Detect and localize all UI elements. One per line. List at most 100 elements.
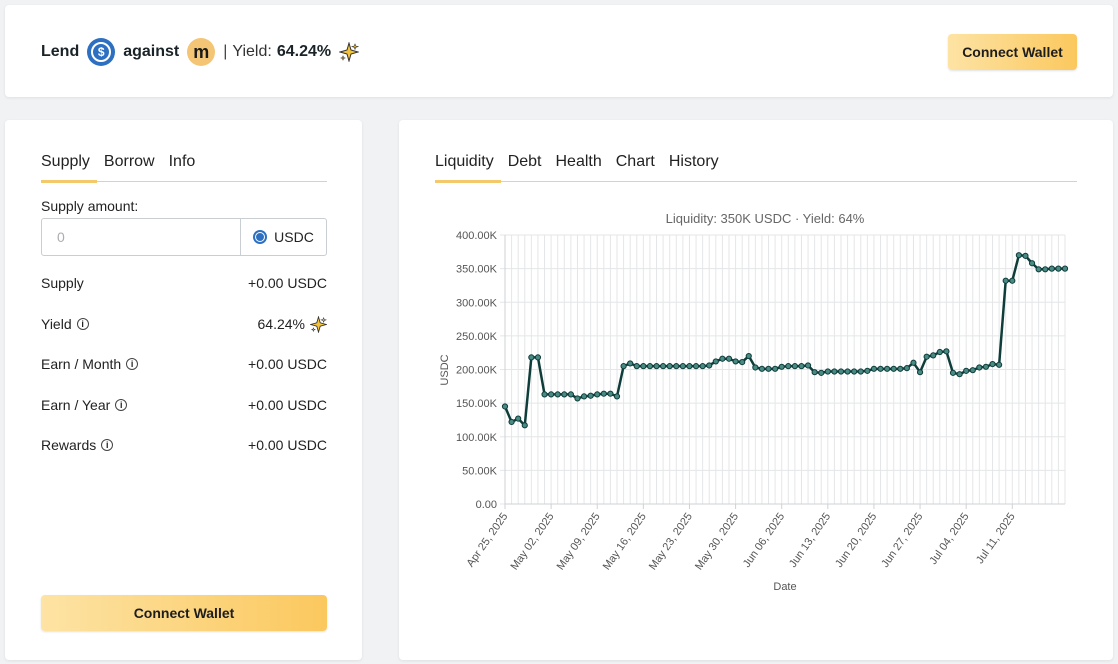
data-point[interactable] xyxy=(930,352,937,359)
data-point[interactable] xyxy=(633,363,640,370)
data-point[interactable] xyxy=(818,369,825,376)
data-point[interactable] xyxy=(712,358,719,365)
data-point[interactable] xyxy=(1035,266,1042,273)
data-point[interactable] xyxy=(923,353,930,360)
data-point[interactable] xyxy=(824,368,831,375)
data-point[interactable] xyxy=(646,363,654,370)
data-point[interactable] xyxy=(739,359,746,366)
data-point[interactable] xyxy=(811,369,818,376)
data-point[interactable] xyxy=(653,363,660,370)
data-point[interactable] xyxy=(574,395,581,402)
supply-amount-input[interactable] xyxy=(42,219,240,255)
data-point[interactable] xyxy=(666,363,673,370)
tab-health[interactable]: Health xyxy=(555,153,602,170)
data-point[interactable] xyxy=(857,368,864,375)
data-point[interactable] xyxy=(673,363,680,370)
info-icon[interactable]: i xyxy=(126,358,139,371)
connect-wallet-button[interactable]: Connect Wallet xyxy=(41,595,327,631)
data-point[interactable] xyxy=(719,355,726,362)
data-point[interactable] xyxy=(1022,252,1029,259)
info-icon[interactable]: i xyxy=(76,317,89,330)
data-point[interactable] xyxy=(772,365,779,372)
data-point[interactable] xyxy=(778,363,785,370)
data-point[interactable] xyxy=(1002,277,1009,284)
data-point[interactable] xyxy=(976,364,983,371)
data-point[interactable] xyxy=(758,365,766,372)
data-point[interactable] xyxy=(686,363,693,370)
data-point[interactable] xyxy=(1042,266,1049,273)
tab-debt[interactable]: Debt xyxy=(507,153,542,170)
data-point[interactable] xyxy=(725,355,733,362)
data-point[interactable] xyxy=(765,365,772,372)
data-point[interactable] xyxy=(534,354,542,361)
data-point[interactable] xyxy=(607,390,614,397)
data-point[interactable] xyxy=(851,368,858,375)
data-point[interactable] xyxy=(969,367,976,374)
data-point[interactable] xyxy=(679,363,686,370)
data-point[interactable] xyxy=(567,391,574,398)
data-point[interactable] xyxy=(508,418,515,426)
data-point[interactable] xyxy=(745,352,752,360)
data-point[interactable] xyxy=(982,363,990,370)
data-point[interactable] xyxy=(837,368,845,375)
data-point[interactable] xyxy=(613,393,621,400)
data-point[interactable] xyxy=(1048,265,1055,272)
data-point[interactable] xyxy=(752,364,759,371)
data-point[interactable] xyxy=(620,363,627,370)
connect-wallet-button[interactable]: Connect Wallet xyxy=(948,34,1077,70)
data-point[interactable] xyxy=(732,358,739,365)
data-point[interactable] xyxy=(1061,265,1069,272)
tab-supply[interactable]: Supply xyxy=(41,153,97,183)
data-point[interactable] xyxy=(963,367,970,374)
data-point[interactable] xyxy=(903,365,910,372)
data-point[interactable] xyxy=(798,363,805,370)
data-point[interactable] xyxy=(1055,265,1062,272)
tab-borrow[interactable]: Borrow xyxy=(103,153,155,170)
tab-info[interactable]: Info xyxy=(168,153,196,170)
data-point[interactable] xyxy=(548,391,555,398)
data-point[interactable] xyxy=(580,393,588,400)
data-point[interactable] xyxy=(594,391,601,398)
data-point[interactable] xyxy=(943,348,950,355)
info-icon[interactable]: i xyxy=(101,439,114,452)
token-selector[interactable]: USDC xyxy=(240,219,326,255)
tab-history[interactable]: History xyxy=(668,153,719,170)
data-point[interactable] xyxy=(804,362,812,369)
data-point[interactable] xyxy=(877,365,884,372)
data-point[interactable] xyxy=(884,365,891,372)
data-point[interactable] xyxy=(936,348,943,356)
data-point[interactable] xyxy=(528,354,535,361)
tab-chart[interactable]: Chart xyxy=(615,153,655,170)
data-point[interactable] xyxy=(587,392,594,399)
data-point[interactable] xyxy=(910,359,917,366)
data-point[interactable] xyxy=(996,361,1003,368)
data-point[interactable] xyxy=(521,422,528,429)
data-point[interactable] xyxy=(989,361,996,368)
data-point[interactable] xyxy=(897,365,904,372)
data-point[interactable] xyxy=(699,363,706,370)
data-point[interactable] xyxy=(956,371,963,378)
data-point[interactable] xyxy=(600,390,607,397)
data-point[interactable] xyxy=(916,369,924,376)
data-point[interactable] xyxy=(515,415,522,422)
data-point[interactable] xyxy=(501,403,509,410)
data-point[interactable] xyxy=(791,363,798,370)
info-icon[interactable]: i xyxy=(115,398,128,411)
data-point[interactable] xyxy=(660,363,667,370)
data-point[interactable] xyxy=(554,391,561,398)
data-point[interactable] xyxy=(785,363,792,370)
data-point[interactable] xyxy=(541,391,548,398)
data-point[interactable] xyxy=(949,369,957,376)
tab-liquidity[interactable]: Liquidity xyxy=(435,153,501,183)
data-point[interactable] xyxy=(706,362,713,369)
data-point[interactable] xyxy=(831,368,838,375)
data-point[interactable] xyxy=(640,363,647,370)
data-point[interactable] xyxy=(890,365,897,372)
data-point[interactable] xyxy=(1028,260,1036,267)
data-point[interactable] xyxy=(627,360,634,367)
data-point[interactable] xyxy=(844,368,851,375)
data-point[interactable] xyxy=(864,367,871,374)
data-point[interactable] xyxy=(692,363,700,370)
data-point[interactable] xyxy=(870,365,878,372)
data-point[interactable] xyxy=(1015,252,1022,259)
